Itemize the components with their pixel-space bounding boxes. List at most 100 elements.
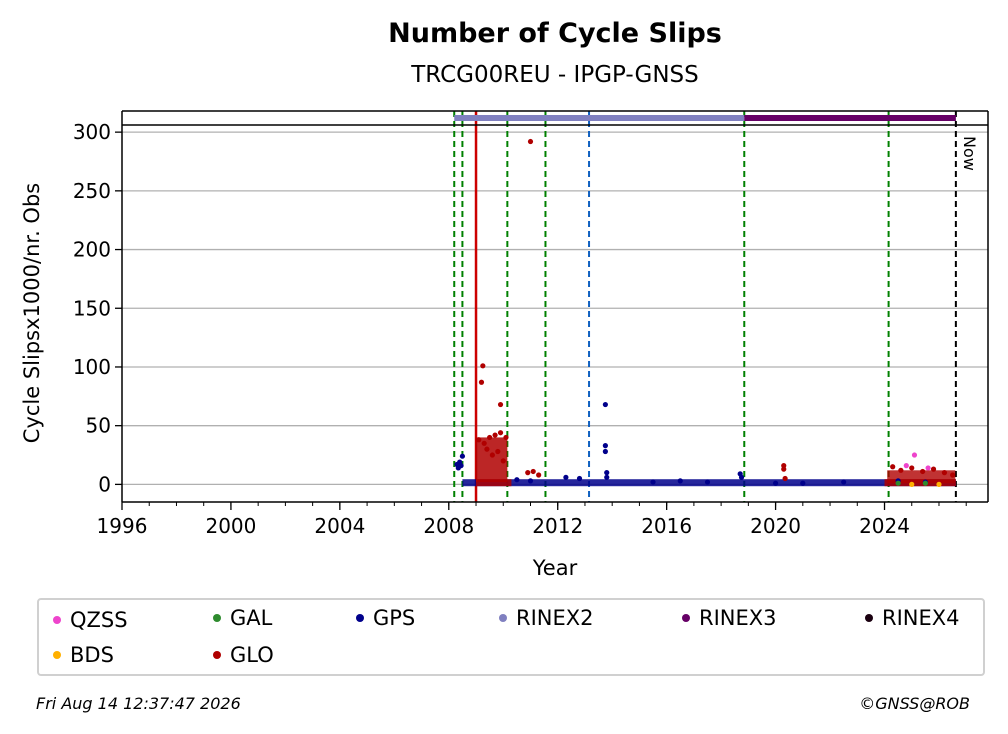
dense-point-band [476, 479, 512, 487]
data-point-gps [602, 448, 608, 455]
data-point-glo [920, 468, 926, 475]
legend-marker-glo [213, 651, 221, 659]
chart-subtitle: TRCG00REU - IPGP-GNSS [410, 62, 699, 88]
y-tick-label: 250 [73, 179, 111, 203]
legend-label-rinex3: RINEX3 [699, 606, 777, 630]
footer-credit: ©GNSS@ROB [859, 694, 970, 713]
data-point-glo [481, 440, 487, 446]
data-point-glo [487, 434, 493, 441]
legend-marker-bds [53, 651, 61, 659]
data-point-glo [536, 472, 542, 478]
x-tick-label: 2024 [859, 514, 910, 538]
data-point-gps [772, 480, 779, 486]
data-point-glo [497, 401, 504, 408]
rinex-bar-rinex3 [744, 115, 956, 121]
data-point-gal [895, 480, 901, 486]
x-tick-label: 2000 [205, 514, 256, 538]
x-tick-label: 2012 [532, 514, 583, 538]
data-point-gps [459, 453, 466, 459]
now-label: Now [960, 136, 979, 171]
data-point-gps [704, 479, 711, 485]
data-point-bds [909, 481, 915, 487]
y-tick-label: 300 [73, 120, 111, 144]
legend-item-gal: GAL [213, 606, 272, 630]
x-tick-label: 2016 [641, 514, 692, 538]
data-point-glo [476, 437, 482, 443]
legend-item-rinex3: RINEX3 [682, 606, 777, 630]
legend-label-gps: GPS [373, 606, 416, 630]
legend-marker-qzss [53, 616, 61, 624]
x-tick-label: 1996 [97, 514, 148, 538]
legend-label-qzss: QZSS [70, 608, 128, 632]
data-point-glo [497, 430, 504, 436]
data-point-gps [604, 474, 610, 480]
data-point-gps [527, 478, 534, 484]
data-point-gps [738, 474, 745, 480]
data-point-qzss [925, 465, 931, 471]
data-point-bds [936, 481, 942, 487]
data-point-qzss [911, 452, 918, 458]
data-point-glo [782, 475, 788, 482]
data-point-glo [478, 379, 485, 385]
legend-item-bds: BDS [53, 643, 114, 667]
data-point-glo [500, 458, 506, 464]
y-tick-label: 100 [73, 355, 111, 379]
y-tick-label: 0 [98, 472, 111, 496]
data-point-gps [800, 480, 806, 486]
x-tick-label: 2020 [750, 514, 801, 538]
legend-item-qzss: QZSS [53, 608, 128, 632]
legend-marker-rinex3 [682, 614, 690, 622]
data-point-qzss [903, 463, 909, 469]
data-point-gps [841, 479, 847, 485]
legend-marker-rinex4 [865, 614, 873, 622]
data-point-glo [941, 470, 948, 476]
legend-item-gps: GPS [356, 606, 415, 630]
legend-label-rinex2: RINEX2 [516, 606, 594, 630]
data-point-glo [484, 446, 490, 452]
data-point-gal [922, 480, 928, 486]
data-point-gps [602, 443, 608, 449]
data-point-glo [530, 468, 536, 475]
data-point-glo [527, 138, 534, 145]
data-point-gps [677, 478, 683, 484]
data-point-gps [514, 477, 520, 483]
data-point-glo [909, 465, 915, 471]
data-point-gps [602, 401, 608, 408]
data-point-gps [576, 475, 583, 482]
data-point-glo [949, 472, 956, 478]
chart-title: Number of Cycle Slips [388, 18, 722, 49]
legend-item-glo: GLO [213, 643, 274, 667]
y-axis-label: Cycle Slipsx1000/nr. Obs [20, 183, 44, 443]
chart: Number of Cycle Slips TRCG00REU - IPGP-G… [20, 18, 989, 580]
x-tick-label: 2008 [423, 514, 474, 538]
data-point-glo [503, 434, 509, 441]
legend-label-bds: BDS [70, 643, 114, 667]
legend: QZSS GAL GPS RINEX2 RINEX3 RINEX4 BDS GL… [37, 598, 985, 676]
dense-point-cluster-glo-recent [887, 470, 956, 484]
data-point-glo [492, 432, 498, 438]
data-point-glo [495, 448, 501, 455]
y-tick-label: 50 [86, 414, 111, 438]
data-point-glo [890, 464, 896, 470]
data-point-glo [525, 470, 531, 476]
data-point-gps [458, 463, 464, 469]
data-point-gps [604, 470, 610, 476]
data-point-glo [898, 467, 904, 473]
data-point-gps [563, 474, 569, 480]
legend-item-rinex4: RINEX4 [865, 606, 960, 630]
legend-label-rinex4: RINEX4 [882, 606, 960, 630]
x-tick-label: 2004 [314, 514, 365, 538]
data-point-glo [930, 466, 937, 472]
legend-marker-gps [356, 614, 364, 622]
y-tick-label: 150 [73, 296, 111, 320]
legend-item-rinex2: RINEX2 [499, 606, 594, 630]
legend-label-gal: GAL [230, 606, 273, 630]
y-tick-label: 200 [73, 238, 111, 262]
data-point-glo [781, 466, 787, 472]
legend-marker-gal [213, 614, 221, 622]
legend-label-glo: GLO [230, 643, 274, 667]
footer-timestamp: Fri Aug 14 12:37:47 2026 [36, 694, 241, 713]
legend-marker-rinex2 [499, 614, 507, 622]
data-point-glo [489, 452, 495, 458]
x-axis-label: Year [532, 556, 578, 580]
